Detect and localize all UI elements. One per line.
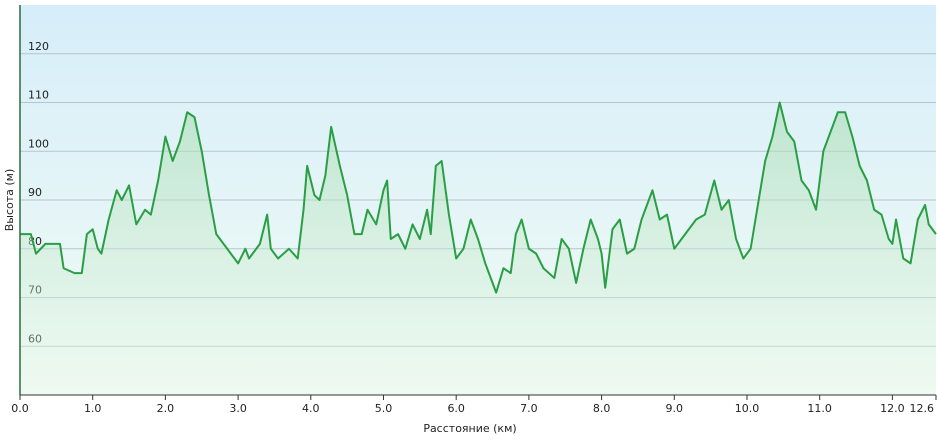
x-tick-label: 8.0	[593, 402, 611, 415]
x-tick-label: 9.0	[666, 402, 684, 415]
x-tick-label: 5.0	[375, 402, 393, 415]
elevation-line	[20, 101, 937, 294]
x-tick-label: 11.0	[807, 402, 832, 415]
y-axis-title: Высота (м)	[3, 169, 16, 232]
area-fill	[20, 102, 936, 395]
x-tick-label: 0.0	[11, 402, 29, 415]
x-tick-label: 4.0	[302, 402, 320, 415]
y-tick-label: 90	[28, 186, 42, 199]
x-tick-label: 12.0	[880, 402, 905, 415]
y-tick-label: 120	[28, 40, 49, 53]
y-tick-label: 110	[28, 89, 49, 102]
x-axis-title: Расстояние (км)	[423, 422, 516, 435]
x-tick-label: 7.0	[520, 402, 538, 415]
x-tick-label: 2.0	[157, 402, 175, 415]
x-tick-label: 10.0	[735, 402, 760, 415]
y-tick-label: 100	[28, 137, 49, 150]
x-tick-label: 3.0	[229, 402, 247, 415]
x-tick-label: 6.0	[447, 402, 465, 415]
x-tick-label: 12.6	[910, 402, 935, 415]
x-tick-label: 1.0	[84, 402, 102, 415]
